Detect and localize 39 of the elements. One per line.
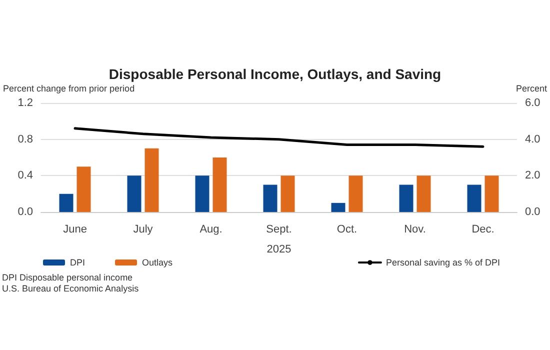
bar: [195, 176, 210, 212]
bar: [399, 184, 414, 212]
bar: [331, 202, 346, 212]
bar: [467, 184, 482, 212]
bar: [263, 184, 278, 212]
bar: [280, 176, 295, 212]
bar: [484, 176, 499, 212]
legend-label: DPI: [70, 258, 86, 268]
y-axis-title: Percent change from prior period: [3, 84, 135, 94]
y-tick-label: 0.0: [18, 206, 33, 218]
y2-tick-label: 0.0: [525, 206, 540, 218]
x-tick-label: Sept.: [266, 224, 292, 236]
bar: [212, 158, 227, 212]
bar: [127, 176, 142, 212]
x-tick-label: Oct.: [336, 224, 358, 236]
x-tick-label: June: [63, 224, 87, 236]
bar: [144, 148, 159, 212]
x-axis-title: 2025: [266, 244, 292, 256]
bar: [348, 176, 363, 212]
legend-label: Outlays: [142, 258, 174, 268]
bar: [416, 176, 431, 212]
y2-axis-title: Percent: [516, 84, 548, 94]
y-tick-label: 0.4: [18, 170, 33, 182]
y2-tick-label: 4.0: [525, 133, 540, 146]
y-tick-label: 0.8: [18, 133, 33, 146]
x-tick-label: Nov.: [404, 224, 426, 236]
text: DPI Disposable personal income: [2, 272, 133, 282]
bar: [76, 166, 91, 212]
bar: [59, 194, 74, 212]
y-tick-label: 1.2: [18, 97, 33, 109]
text: U.S. Bureau of Economic Analysis: [2, 284, 140, 294]
y2-tick-label: 2.0: [525, 170, 540, 182]
chart-title: Disposable Personal Income, Outlays, and Saving: [108, 66, 442, 82]
x-tick-label: July: [133, 224, 154, 236]
x-tick-label: Dec.: [472, 224, 494, 236]
legend-label: Personal saving as % of DPI: [386, 258, 500, 268]
x-tick-label: Aug.: [200, 224, 222, 236]
y2-tick-label: 6.0: [525, 97, 540, 109]
line-series: [74, 127, 484, 148]
